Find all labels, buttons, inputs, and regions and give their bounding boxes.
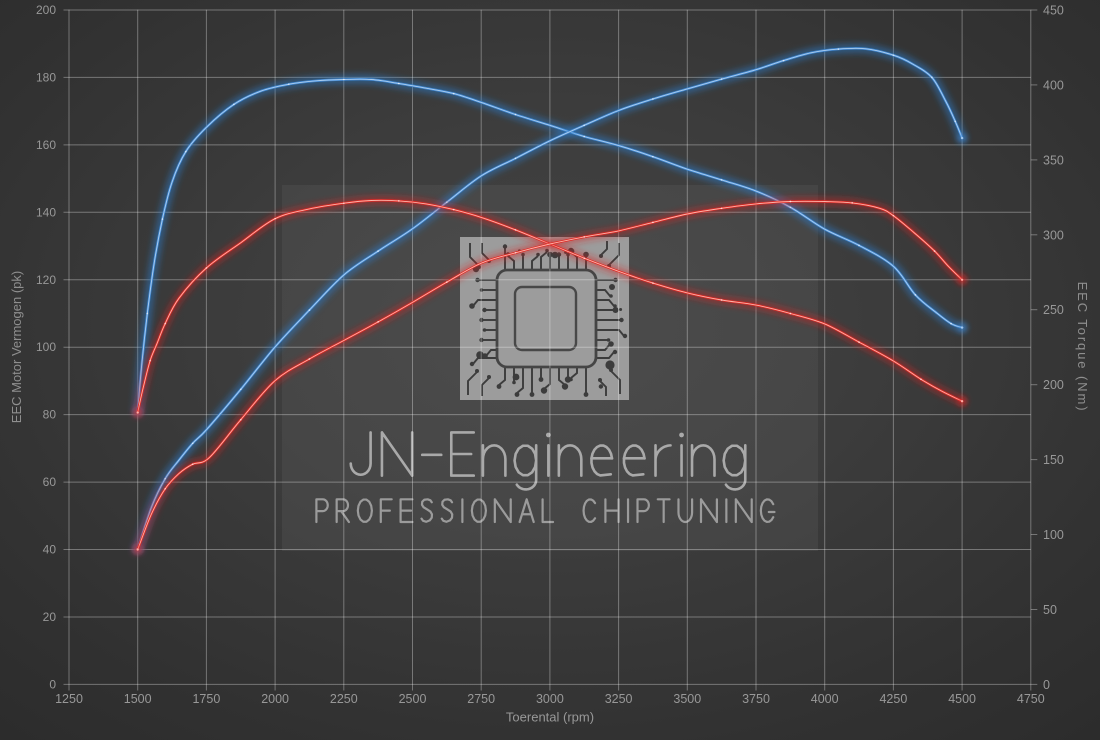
svg-text:1250: 1250 (55, 692, 83, 706)
svg-text:140: 140 (36, 205, 56, 219)
svg-text:3250: 3250 (605, 692, 633, 706)
svg-text:0: 0 (1043, 678, 1050, 692)
svg-text:2750: 2750 (467, 692, 495, 706)
svg-text:100: 100 (1043, 528, 1064, 542)
svg-text:300: 300 (1043, 228, 1064, 242)
svg-text:2250: 2250 (330, 692, 358, 706)
svg-text:200: 200 (36, 3, 56, 17)
svg-text:1750: 1750 (192, 692, 220, 706)
svg-text:4750: 4750 (1017, 692, 1045, 706)
svg-text:3500: 3500 (673, 692, 701, 706)
svg-text:120: 120 (36, 273, 56, 287)
svg-text:150: 150 (1043, 453, 1064, 467)
svg-text:3000: 3000 (536, 692, 564, 706)
svg-text:200: 200 (1043, 378, 1064, 392)
svg-text:0: 0 (49, 677, 56, 691)
svg-text:4500: 4500 (948, 692, 976, 706)
svg-text:4000: 4000 (811, 692, 839, 706)
svg-text:350: 350 (1043, 153, 1064, 167)
svg-text:40: 40 (43, 543, 57, 557)
svg-text:Toerental (rpm): Toerental (rpm) (506, 710, 594, 725)
svg-text:2000: 2000 (261, 692, 289, 706)
svg-text:EEC Torque (Nm): EEC Torque (Nm) (1075, 282, 1090, 413)
svg-text:450: 450 (1043, 4, 1064, 18)
svg-text:50: 50 (1043, 603, 1057, 617)
svg-text:2500: 2500 (399, 692, 427, 706)
svg-text:4250: 4250 (879, 692, 907, 706)
svg-text:100: 100 (36, 340, 56, 354)
svg-text:EEC Motor Vermogen (pk): EEC Motor Vermogen (pk) (9, 271, 24, 423)
svg-text:180: 180 (36, 70, 56, 84)
svg-text:20: 20 (43, 610, 57, 624)
svg-text:250: 250 (1043, 303, 1064, 317)
svg-text:160: 160 (36, 138, 56, 152)
svg-text:60: 60 (43, 475, 57, 489)
svg-text:400: 400 (1043, 78, 1064, 92)
svg-text:3750: 3750 (742, 692, 770, 706)
svg-text:1500: 1500 (124, 692, 152, 706)
svg-text:80: 80 (43, 408, 57, 422)
